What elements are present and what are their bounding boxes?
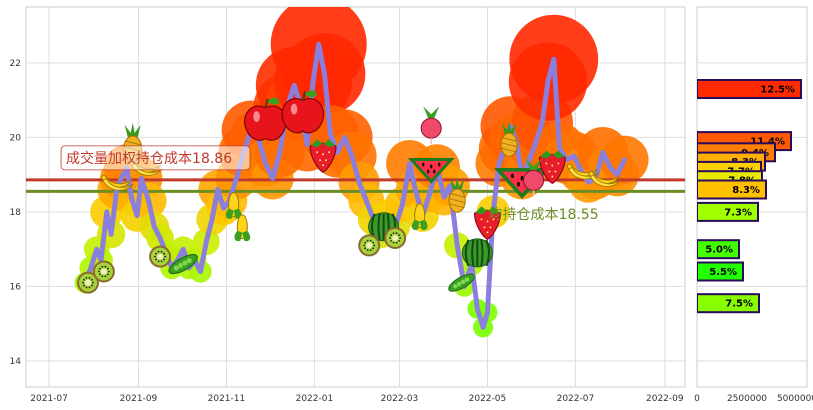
kiwi-icon bbox=[92, 260, 115, 283]
peapod-icon bbox=[168, 254, 198, 275]
peapod-icon bbox=[448, 273, 475, 292]
distribution-bar-label: 11.4% bbox=[750, 137, 785, 148]
vwap-cost-label-box bbox=[60, 145, 251, 171]
y-tick-label: 14 bbox=[10, 357, 22, 367]
y-tick-label: 18 bbox=[10, 208, 22, 218]
corn-icon bbox=[234, 214, 251, 242]
kiwi-icon bbox=[358, 234, 381, 257]
vwap-cost-label: 成交量加权持仓成本18.86 bbox=[66, 150, 232, 167]
distribution-bar-label: 7.3% bbox=[724, 207, 752, 218]
pineapple-icon bbox=[500, 121, 518, 157]
line-layer bbox=[26, 41, 685, 330]
y-tick-label: 22 bbox=[10, 59, 21, 69]
price-line bbox=[82, 41, 627, 330]
side-x-tick-label: 0 bbox=[694, 394, 700, 404]
distribution-bar bbox=[697, 79, 802, 99]
corn-icon bbox=[225, 191, 242, 219]
kiwi-icon bbox=[77, 271, 100, 294]
strawberry-icon bbox=[538, 150, 566, 185]
corn-icon bbox=[411, 203, 428, 231]
x-tick-label: 2022-07 bbox=[557, 394, 595, 404]
side-x-tick-label: 5000000 bbox=[777, 394, 813, 404]
whole-melon-icon bbox=[461, 238, 493, 268]
distribution-bars: 12.5%11.4%9.4%8.3%7.7%7.8%8.3%7.3%5.0%5.… bbox=[697, 79, 802, 314]
x-tick-label: 2022-05 bbox=[469, 394, 507, 404]
y-tick-label: 16 bbox=[10, 282, 22, 292]
x-tick-label: 2021-07 bbox=[30, 394, 68, 404]
apple-icon bbox=[281, 90, 325, 134]
apple-icon bbox=[244, 97, 287, 141]
kiwi-icon bbox=[149, 245, 172, 268]
x-tick-label: 2022-09 bbox=[646, 394, 684, 404]
fruit-decoration-layer bbox=[77, 90, 622, 294]
distribution-bar-label: 5.5% bbox=[709, 267, 737, 278]
distribution-bar-label: 8.3% bbox=[732, 185, 760, 196]
avg-cost-label: 均持仓成本18.55 bbox=[489, 207, 599, 223]
distribution-bar bbox=[697, 239, 740, 260]
pineapple-icon bbox=[448, 177, 466, 213]
strawberry-icon bbox=[473, 206, 501, 240]
distribution-bar-label: 12.5% bbox=[760, 85, 795, 96]
strawberry-icon bbox=[309, 139, 337, 173]
distribution-bar-label: 7.5% bbox=[725, 299, 753, 310]
x-tick-label: 2022-03 bbox=[381, 394, 419, 404]
kiwi-icon bbox=[384, 226, 407, 249]
distribution-bar-label: 5.0% bbox=[705, 245, 733, 256]
radish-icon bbox=[420, 106, 442, 145]
distribution-bar bbox=[697, 261, 744, 282]
annotation-layer: 成交量加权持仓成本18.86 均持仓成本18.55 bbox=[60, 145, 599, 223]
distribution-bar bbox=[697, 201, 759, 222]
distribution-bar bbox=[697, 293, 760, 314]
distribution-bar bbox=[697, 179, 767, 200]
radish-icon bbox=[523, 158, 545, 197]
x-axis-ticks: 2021-07 2021-09 2021-11 2022-01 2022-03 2022-… bbox=[30, 394, 684, 404]
side-x-axis-ticks: 0 2500000 5000000 bbox=[694, 394, 813, 404]
x-tick-label: 2021-09 bbox=[120, 394, 158, 404]
banana-icon bbox=[587, 170, 622, 187]
x-tick-label: 2022-01 bbox=[296, 394, 334, 404]
y-tick-label: 20 bbox=[10, 133, 22, 143]
x-tick-label: 2021-11 bbox=[208, 394, 246, 404]
side-x-tick-label: 2500000 bbox=[727, 394, 767, 404]
banana-icon bbox=[100, 174, 134, 191]
y-axis-ticks: 14 16 18 20 22 bbox=[10, 59, 22, 367]
watermelon-icon bbox=[407, 157, 455, 184]
